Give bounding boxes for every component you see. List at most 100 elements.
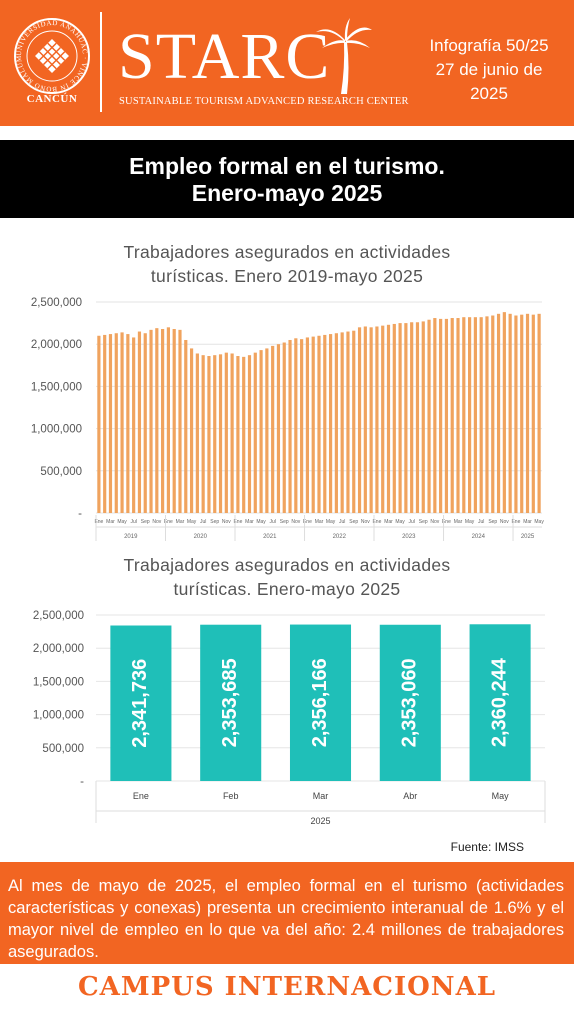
chart2-y-tick-label: 500,000 [42,743,84,755]
chart1-month-label: Sep [280,519,289,525]
chart1-bar [473,317,477,513]
banner-title: Empleo formal en el turismo. [129,153,445,179]
chart1-bar [276,344,281,513]
infographic-meta: Infografía 50/25 27 de junio de 2025 [414,34,564,106]
chart1-month-label: Ene [94,519,103,525]
chart1-bar [392,323,396,513]
chart1-month-label: Sep [419,519,428,525]
chart1-month-label: Nov [291,519,300,525]
chart2-title-line2: turísticas. Enero-mayo 2025 [173,579,401,599]
chart1-bar [410,322,414,513]
chart1-bar [97,335,101,513]
chart1-month-label: Nov [152,519,161,525]
header: UNIVERSIDAD ANÁHUAC · VINCE IN BONO MALU… [0,0,574,126]
chart1-bar [450,318,454,513]
chart1-bar [195,353,199,513]
chart1-bar [189,348,194,513]
chart1-title-line1: Trabajadores asegurados en actividades [123,242,451,262]
chart1-month-label: Ene [442,519,451,525]
chart1-bar [242,356,246,513]
chart1-bar [317,335,321,513]
chart1-bar [444,318,449,513]
chart1-bar [103,334,107,513]
chart2-y-tick-label: 1,000,000 [33,710,84,722]
chart1-bar [271,345,275,513]
chart1-month-label: Nov [361,519,370,525]
chart1-month-label: Nov [222,519,231,525]
chart1-y-tick-label: 500,000 [40,466,82,478]
chart1-bar [340,332,344,513]
chart1-month-label: May [256,519,266,525]
chart1-bar [485,316,489,513]
chart1-month-label: Mar [523,519,532,525]
chart1-bar [207,356,211,513]
chart2-title-line1: Trabajadores asegurados en actividades [123,555,451,575]
chart1-year-label: 2024 [472,534,486,540]
chart2-bar [289,624,352,781]
chart2-category-label: Ene [133,791,149,801]
chart1-month-label: Mar [384,519,393,525]
chart2-bar [379,624,441,781]
chart1-y-tick-label: 1,000,000 [31,424,82,436]
chart1-bar [108,334,113,513]
header-divider [100,12,102,112]
chart1-bar [346,331,350,513]
chart1-bar [120,332,124,513]
chart1-bar [508,313,512,513]
chart1-bar [184,339,188,513]
title-banner: Empleo formal en el turismo. Enero-mayo … [0,140,574,218]
chart1-bar [224,352,228,513]
chart1-month-label: Mar [245,519,254,525]
chart1-bar [421,321,425,513]
chart1-bar [300,339,304,513]
chart1-bar [114,333,118,513]
chart1-bar [178,329,182,513]
chart2-y-tick-label: 2,500,000 [33,610,84,622]
chart1-bar [496,313,501,513]
chart1-bar [491,315,495,513]
chart1-month-label: Jul [478,519,484,525]
chart1-month-label: Sep [141,519,150,525]
chart1-bar [137,331,142,513]
chart2-bar [469,624,531,781]
chart1-bar [479,317,483,513]
chart1-bar [288,339,292,513]
chart1-bar [433,318,437,513]
chart1-month-label: May [326,519,336,525]
chart2-bar [110,625,172,781]
footer-campus: CAMPUS INTERNACIONAL [77,972,497,1002]
chart1-bar [462,317,466,513]
chart1-bar [218,354,223,513]
chart1-bar [282,342,286,513]
chart1-bar [525,313,530,513]
chart1-bar [386,324,391,513]
chart1-bar [149,329,153,513]
chart1-bar [363,326,367,513]
chart1-bar [166,327,170,513]
chart1-month-label: Nov [500,519,509,525]
infographic-date: 27 de junio de [435,60,543,79]
chart1-year-label: 2020 [194,534,208,540]
infographic-year: 2025 [470,84,508,103]
chart2-year-label: 2025 [310,816,330,826]
logo-caption: CANCÚN [26,93,78,105]
chart1-year-label: 2021 [263,534,277,540]
chart1-bar [294,338,298,513]
chart1-bar [126,334,130,513]
chart1-y-tick-label: 2,000,000 [31,339,82,351]
chart2-category-label: Abr [403,791,417,801]
chart1-month-label: Mar [454,519,463,525]
chart1-year-label: 2019 [124,534,138,540]
chart1-month-label: Ene [372,519,381,525]
org-name: STARC [118,20,331,93]
chart1-month-label: May [187,519,197,525]
chart2-y-tick-label: 2,000,000 [33,643,84,655]
chart1-bar [132,337,136,513]
chart1-year-label: 2022 [333,534,347,540]
chart2-data-label: 2,356,166 [309,658,331,747]
chart1-bar [236,356,240,513]
chart1-title: Trabajadores asegurados en actividades t… [60,240,514,288]
chart1-bar [439,318,443,513]
chart1-month-label: Nov [430,519,439,525]
chart1-bar [323,334,327,513]
